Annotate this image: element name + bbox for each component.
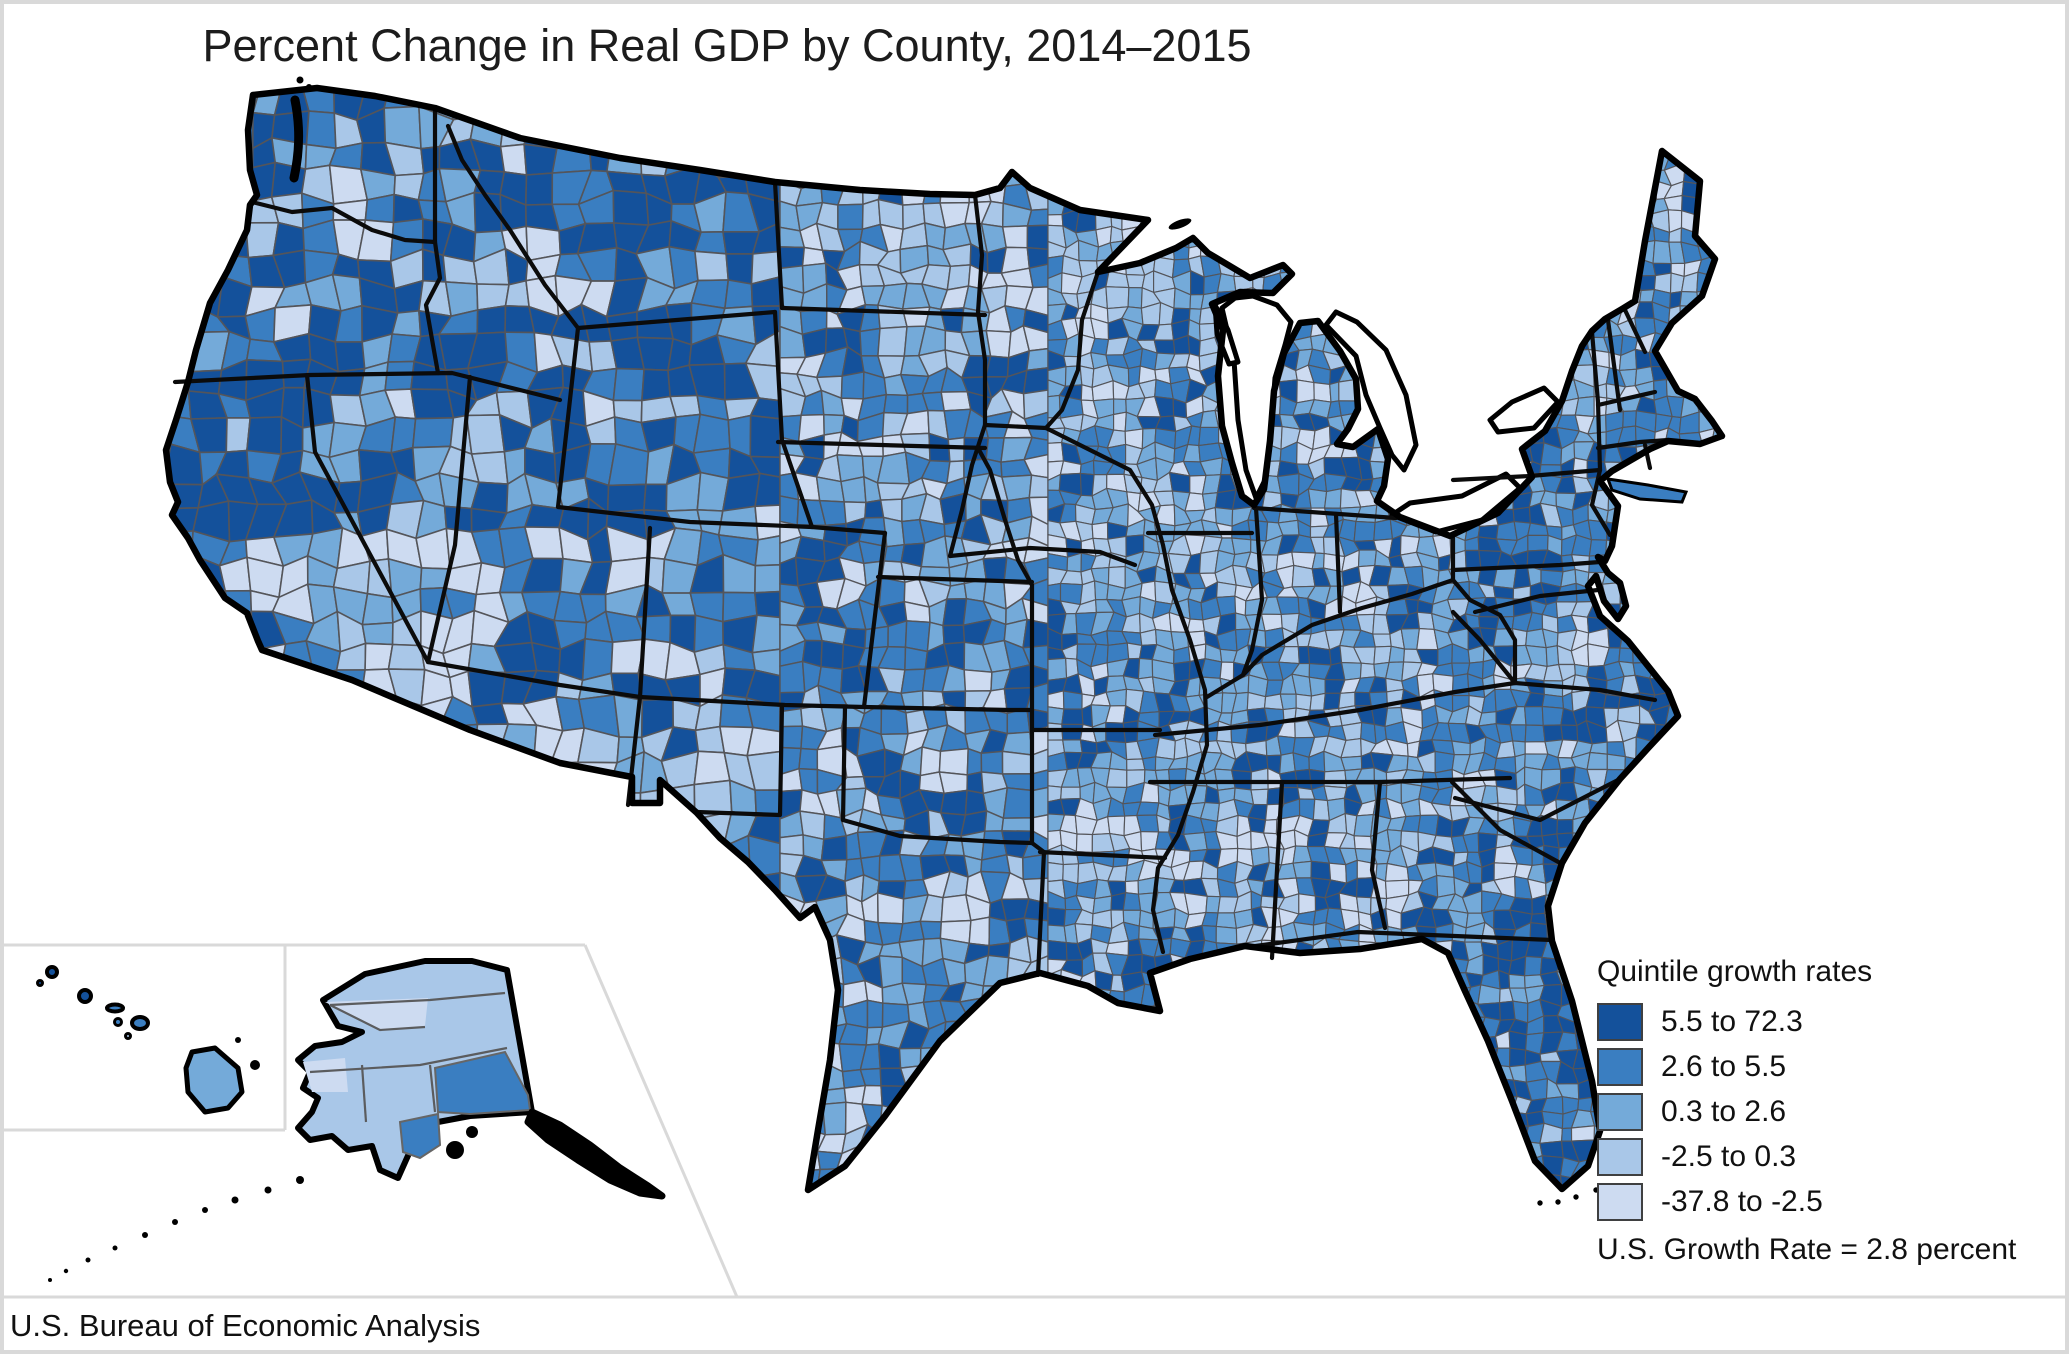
- inset-divider-lines: [3, 943, 739, 1298]
- legend-label-quintile-1: 5.5 to 72.3: [1661, 1004, 1803, 1038]
- legend-row: 5.5 to 72.3: [1597, 999, 2057, 1044]
- state-borders: [172, 105, 1671, 978]
- legend-title: Quintile growth rates: [1597, 955, 1873, 988]
- legend-label-quintile-5: -37.8 to -2.5: [1661, 1184, 1823, 1218]
- us-growth-rate-note: U.S. Growth Rate = 2.8 percent: [1597, 1233, 2017, 1266]
- coastal-islands: [289, 76, 1689, 1206]
- legend: Quintile growth rates 5.5 to 72.3 2.6 to…: [1597, 955, 2057, 1267]
- legend-row: 0.3 to 2.6: [1597, 1089, 2057, 1134]
- legend-swatch-quintile-1: [1597, 1002, 1643, 1041]
- legend-swatch-quintile-4: [1597, 1137, 1643, 1176]
- legend-swatch-quintile-3: [1597, 1092, 1643, 1131]
- legend-row: -2.5 to 0.3: [1597, 1134, 2057, 1179]
- hawaii-inset: [36, 965, 245, 1115]
- source-attribution: U.S. Bureau of Economic Analysis: [10, 1308, 481, 1343]
- map-title: Percent Change in Real GDP by County, 20…: [202, 20, 1252, 71]
- legend-swatch-quintile-2: [1597, 1047, 1643, 1086]
- national-outline: [162, 84, 1726, 1194]
- legend-swatch-quintile-5: [1597, 1182, 1643, 1221]
- legend-label-quintile-4: -2.5 to 0.3: [1661, 1139, 1797, 1173]
- legend-label-quintile-3: 0.3 to 2.6: [1661, 1094, 1787, 1128]
- alaska-inset: [48, 958, 666, 1282]
- legend-row: 2.6 to 5.5: [1597, 1044, 2057, 1089]
- legend-row: -37.8 to -2.5: [1597, 1179, 2057, 1224]
- legend-label-quintile-2: 2.6 to 5.5: [1661, 1049, 1787, 1083]
